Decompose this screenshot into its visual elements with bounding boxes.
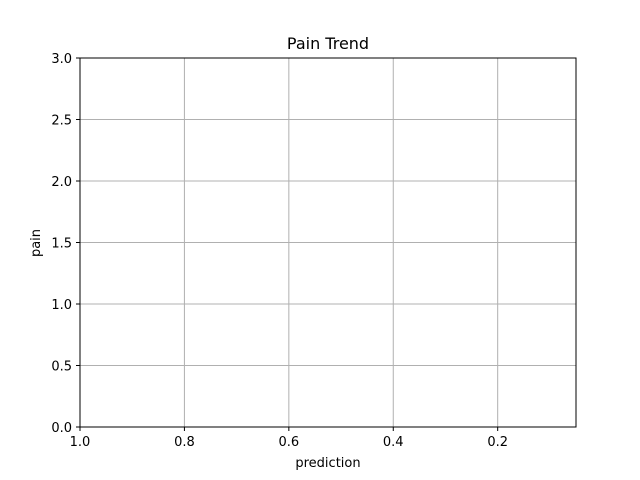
y-tick-label: 0.0 (51, 421, 72, 436)
x-tick-label: 0.2 (487, 435, 508, 450)
x-tick-label: 0.4 (383, 435, 404, 450)
y-tick-label: 2.0 (51, 175, 72, 190)
x-tick-label: 0.6 (278, 435, 299, 450)
y-tick-label: 1.5 (51, 237, 72, 252)
y-tick-label: 2.5 (51, 114, 72, 129)
y-axis: 0.0 0.5 1.0 1.5 2.0 2.5 3.0 (51, 52, 80, 436)
y-axis-label: pain (29, 229, 44, 257)
chart-title: Pain Trend (287, 34, 369, 53)
x-tick-label: 0.8 (174, 435, 195, 450)
y-tick-label: 0.5 (51, 360, 72, 375)
x-axis-label: prediction (295, 456, 360, 471)
x-axis: 1.0 0.8 0.6 0.4 0.2 (70, 427, 508, 450)
y-tick-label: 3.0 (51, 52, 72, 67)
y-tick-label: 1.0 (51, 298, 72, 313)
x-tick-label: 1.0 (70, 435, 91, 450)
